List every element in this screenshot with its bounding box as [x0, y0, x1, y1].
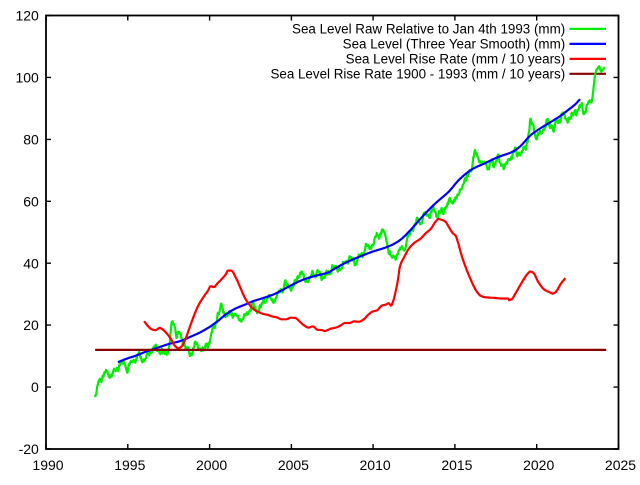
- svg-text:2025: 2025: [605, 457, 636, 473]
- svg-text:2000: 2000: [196, 457, 227, 473]
- svg-text:120: 120: [15, 8, 39, 24]
- svg-text:2015: 2015: [441, 457, 472, 473]
- svg-text:20: 20: [23, 317, 39, 333]
- svg-text:1990: 1990: [32, 457, 63, 473]
- svg-text:40: 40: [23, 255, 39, 271]
- svg-text:0: 0: [31, 379, 39, 395]
- svg-text:2005: 2005: [278, 457, 309, 473]
- svg-text:80: 80: [23, 132, 39, 148]
- svg-text:60: 60: [23, 193, 39, 209]
- svg-text:Sea Level Rise Rate 1900 - 199: Sea Level Rise Rate 1900 - 1993 (mm / 10…: [270, 67, 565, 82]
- svg-text:100: 100: [15, 70, 39, 86]
- svg-text:2020: 2020: [523, 457, 554, 473]
- svg-text:Sea Level (Three Year Smooth): Sea Level (Three Year Smooth) (mm): [343, 37, 566, 52]
- svg-text:1995: 1995: [114, 457, 145, 473]
- svg-text:Sea Level Raw Relative to Jan: Sea Level Raw Relative to Jan 4th 1993 (…: [292, 22, 565, 37]
- svg-text:-20: -20: [19, 441, 39, 457]
- svg-text:2010: 2010: [360, 457, 391, 473]
- svg-text:Sea Level Rise Rate (mm / 10 y: Sea Level Rise Rate (mm / 10 years): [346, 52, 566, 67]
